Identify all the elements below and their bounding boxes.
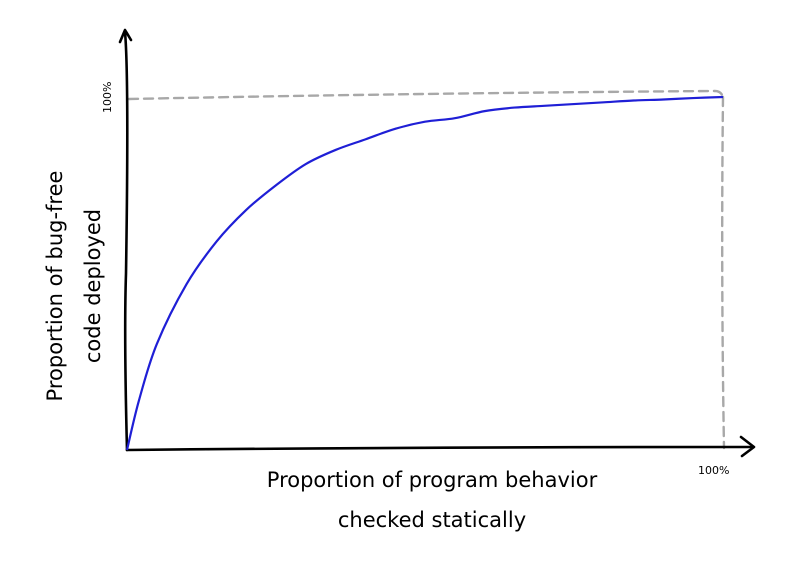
y-axis-label-line-2: code deployed <box>81 209 105 363</box>
x-tick-label-100: 100% <box>698 464 729 477</box>
x-axis-arrowhead <box>739 435 756 458</box>
x-axis-line <box>125 445 755 452</box>
reference-line-vertical-100 <box>721 95 726 450</box>
reference-line-horizontal-100 <box>127 89 725 101</box>
series-line-0 <box>125 95 724 451</box>
y-axis-line <box>123 30 129 452</box>
y-tick-label-100: 100% <box>101 82 114 113</box>
x-axis-label-line-1: Proportion of program behavior <box>267 468 598 492</box>
x-axis-label-line-2: checked statically <box>338 508 526 532</box>
y-axis-label-line-1: Proportion of bug-free <box>43 171 67 402</box>
y-axis-arrowhead <box>118 28 133 44</box>
